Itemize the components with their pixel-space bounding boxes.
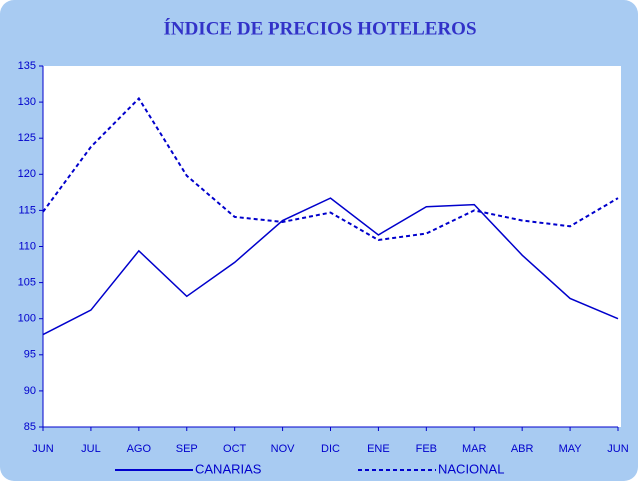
x-tick-label: OCT — [223, 443, 247, 455]
x-tick-label: DIC — [321, 443, 340, 455]
y-tick-label: 100 — [18, 313, 36, 325]
legend-label: NACIONAL — [438, 461, 504, 476]
y-tick-label: 90 — [24, 385, 36, 397]
y-tick-label: 120 — [18, 168, 36, 180]
x-tick-label: FEB — [416, 443, 437, 455]
x-tick-label: SEP — [176, 443, 198, 455]
x-tick-label: MAR — [462, 443, 487, 455]
series-line — [42, 197, 619, 336]
x-tick-label: JUN — [607, 443, 628, 455]
x-tick-label: ABR — [511, 443, 534, 455]
x-tick-label: JUN — [32, 443, 53, 455]
series-line — [42, 96, 619, 242]
y-tick-label: 110 — [18, 240, 36, 252]
plot-area — [43, 66, 621, 427]
chart-title: ÍNDICE DE PRECIOS HOTELEROS — [163, 17, 476, 39]
y-tick-label: 125 — [18, 132, 36, 144]
y-tick-label: 115 — [18, 204, 36, 216]
x-tick-label: ENE — [367, 443, 390, 455]
x-tick-label: MAY — [559, 443, 583, 455]
x-tick-label: AGO — [127, 443, 152, 455]
y-tick-label: 135 — [18, 60, 36, 72]
x-tick-label: JUL — [81, 443, 101, 455]
y-tick-label: 85 — [24, 421, 36, 433]
y-tick-label: 130 — [18, 96, 36, 108]
y-tick-label: 105 — [18, 277, 36, 289]
x-tick-label: NOV — [271, 443, 296, 455]
legend-label: CANARIAS — [195, 461, 262, 476]
y-tick-label: 95 — [24, 349, 36, 361]
